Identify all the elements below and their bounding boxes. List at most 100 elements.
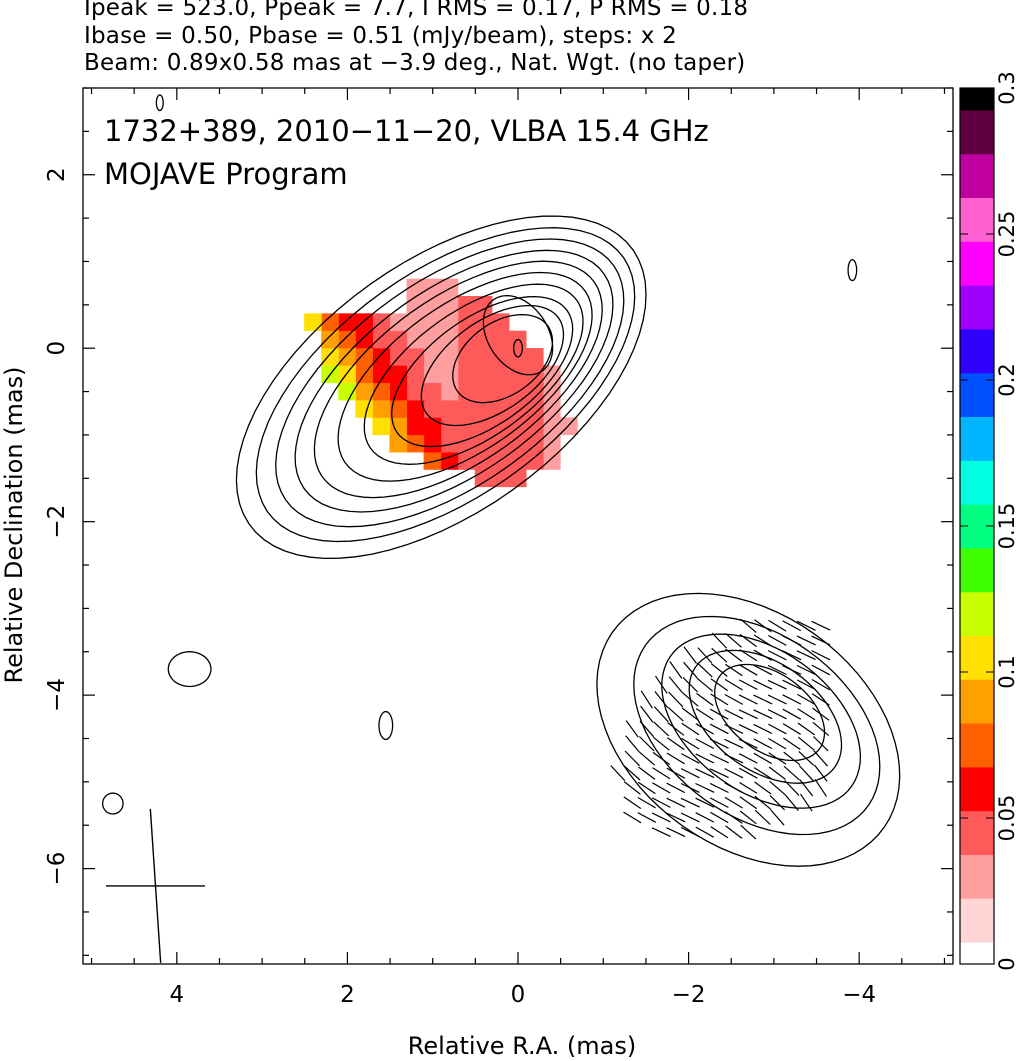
x-tick-label: −4 [842, 982, 876, 1008]
evpa-vector [666, 752, 685, 765]
evpa-vector [739, 649, 758, 662]
header-line-beam: Beam: 0.89x0.58 mas at −3.9 deg., Nat. W… [84, 50, 746, 76]
core-contour [313, 260, 603, 499]
polarization-pixel [372, 365, 391, 384]
evpa-vector [683, 646, 697, 664]
evpa-vector [637, 812, 657, 823]
evpa-vector [710, 708, 729, 720]
evpa-vector [640, 690, 653, 709]
polarization-pixel [440, 330, 459, 349]
evpa-vector [725, 633, 742, 648]
evpa-vector [767, 709, 787, 720]
evpa-vector [784, 794, 799, 811]
x-axis-label: Relative R.A. (mas) [408, 1032, 636, 1060]
evpa-vector [624, 765, 641, 781]
polarization-pixel [525, 382, 544, 401]
evpa-vector [697, 647, 713, 664]
evpa-vector [637, 796, 656, 809]
polarization-pixel [355, 400, 373, 418]
evpa-vector [784, 780, 800, 796]
core-contour [482, 294, 554, 376]
evpa-vector [680, 768, 700, 779]
evpa-vector [669, 661, 683, 679]
evpa-vector [724, 768, 744, 779]
evpa-vector [709, 753, 729, 764]
evpa-vector [682, 676, 699, 693]
isolated-contour [155, 94, 164, 112]
evpa-vector [768, 766, 786, 780]
polarization-pixel [525, 434, 544, 453]
evpa-vector [782, 708, 802, 720]
evpa-vector [768, 737, 787, 750]
evpa-vector [770, 809, 785, 826]
y-axis-ticks: 2 0 −2 −4 −6 [44, 87, 953, 956]
polarization-pixel [406, 365, 425, 384]
evpa-vector [696, 677, 714, 692]
polarization-pixel [423, 313, 442, 332]
evpa-vector [724, 663, 743, 677]
polarization-pixel [457, 348, 476, 366]
evpa-vector [738, 724, 758, 734]
polarization-pixel [389, 382, 408, 401]
evpa-vector [724, 738, 744, 749]
evpa-vector [654, 691, 669, 708]
evpa-vector [812, 736, 829, 752]
polarization-pixel [474, 382, 493, 401]
colorbar-tick-label: 0.15 [995, 503, 1019, 550]
colorbar [959, 87, 995, 965]
polarization-pixel [304, 313, 322, 332]
colorbar-tick-label: 0.2 [995, 363, 1019, 396]
polarization-pixel [423, 278, 442, 297]
restoring-beam-marker [106, 808, 205, 964]
evpa-vector [653, 721, 670, 737]
evpa-vector [696, 662, 713, 678]
evpa-vector [724, 753, 744, 764]
evpa-vector [710, 663, 728, 677]
polarization-pixel [542, 434, 561, 453]
evpa-vector [767, 650, 787, 661]
polarization-pixel [474, 400, 493, 418]
polarization-pixel [542, 382, 561, 401]
evpa-vector [680, 826, 700, 838]
evpa-vector [769, 780, 786, 796]
y-tick-label: −6 [44, 852, 70, 886]
evpa-vector [710, 811, 729, 824]
header-line-peaks: Ipeak = 523.0, Ppeak = 7.7, I RMS = 0.17… [84, 0, 749, 21]
polarization-pixel [423, 365, 442, 384]
evpa-vector [796, 679, 816, 691]
evpa-vector [782, 635, 802, 646]
polarization-pixel [423, 434, 442, 453]
colorbar-tick-label: 0.1 [995, 655, 1019, 688]
evpa-vector [639, 720, 655, 738]
evpa-vector [695, 768, 715, 779]
polarization-pixel [508, 400, 527, 418]
y-tick-label: 0 [44, 341, 70, 356]
evpa-vector [695, 826, 714, 838]
polarization-pixel [355, 330, 373, 349]
jet-contour [688, 649, 843, 784]
evpa-vector [709, 782, 729, 794]
evpa-vector [711, 632, 727, 649]
evpa-vector [754, 809, 771, 825]
evpa-vector [782, 723, 801, 735]
evpa-vector [666, 737, 685, 751]
polarization-pixel [474, 296, 493, 314]
polarization-pixel [389, 330, 408, 349]
evpa-vector [652, 782, 671, 794]
polarization-pixel [542, 417, 561, 436]
isolated-contour [847, 259, 858, 282]
polarization-pixel [440, 382, 459, 401]
polarization-pixel [406, 417, 425, 436]
chart-subtitle: MOJAVE Program [104, 157, 348, 191]
polarization-pixel [338, 382, 356, 401]
polarization-pixel-layer [304, 278, 578, 488]
polarization-pixel [457, 400, 476, 418]
polarization-pixel [440, 296, 459, 314]
polarization-pixel [406, 278, 425, 297]
polarization-pixel [457, 365, 476, 384]
polarization-pixel [525, 400, 544, 418]
core-contour [363, 283, 584, 465]
y-tick-label: 2 [44, 167, 70, 182]
evpa-vector [799, 779, 814, 797]
